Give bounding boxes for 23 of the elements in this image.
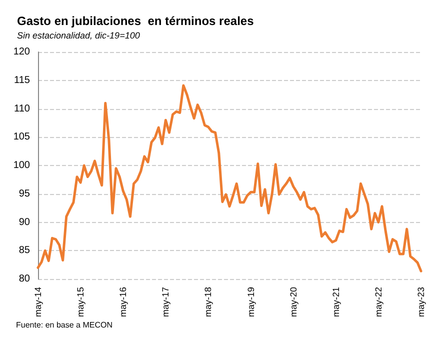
x-tick-label: may-21 (330, 287, 341, 318)
x-tick-label: may-19 (246, 287, 256, 318)
source-note: Fuente: en base a MECON (16, 320, 113, 330)
x-tick-label: may-17 (160, 287, 171, 318)
line-series (36, 84, 422, 272)
y-tick-label: 95 (18, 188, 30, 200)
x-tick-label: may-16 (118, 287, 128, 318)
x-tick-label: may-23 (416, 287, 426, 318)
y-tick-label: 120 (13, 46, 30, 58)
chart-subtitle: Sin estacionalidad, dic-19=100 (17, 30, 140, 40)
x-tick-label: may-20 (288, 287, 298, 318)
y-tick-label: 115 (14, 74, 30, 86)
y-tick-label: 90 (18, 216, 30, 228)
x-tick-label: may-15 (76, 287, 86, 318)
x-tick-label: may-18 (203, 287, 214, 318)
x-tick-label: may-22 (373, 287, 384, 318)
x-tick-label: may-14 (33, 287, 43, 318)
y-tick-label: 85 (18, 245, 30, 256)
y-tick-label: 100 (13, 160, 30, 171)
y-tick-label: 105 (13, 132, 30, 143)
y-tick-label: 80 (18, 274, 30, 284)
chart-title: Gasto en jubilaciones en términos reales (17, 14, 254, 28)
y-tick-label: 110 (14, 103, 30, 114)
